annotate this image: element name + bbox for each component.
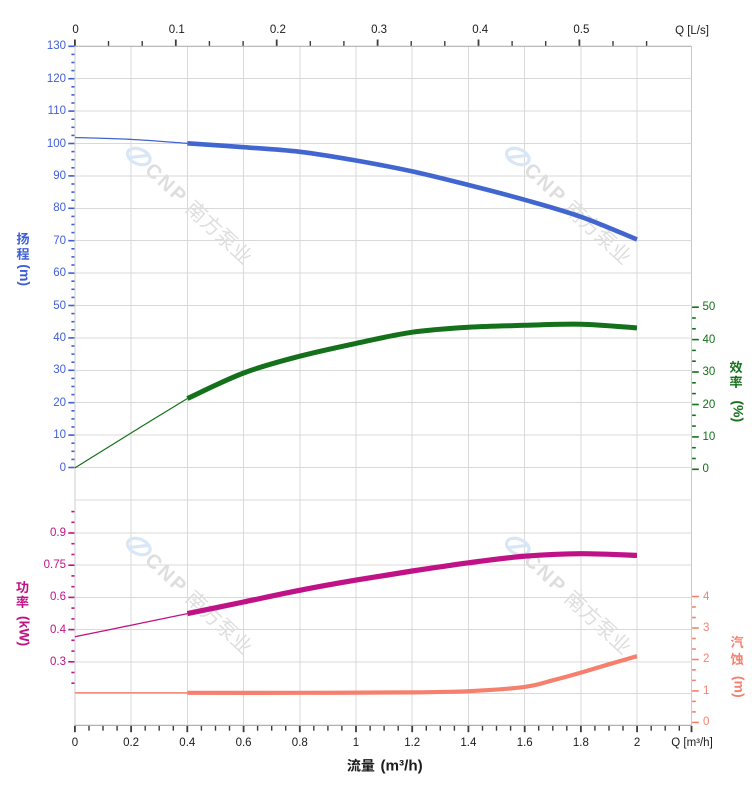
svg-text:(%): (%) — [731, 400, 747, 422]
svg-text:(m): (m) — [17, 264, 33, 286]
svg-text:(kW): (kW) — [17, 616, 33, 646]
svg-text:(m): (m) — [732, 676, 748, 698]
svg-text:(m³/h): (m³/h) — [381, 757, 423, 774]
